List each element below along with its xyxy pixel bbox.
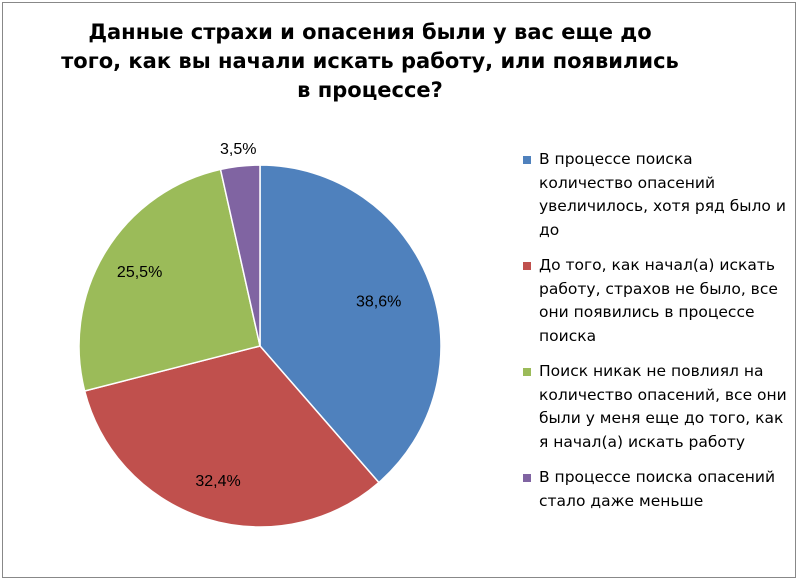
- pie-slice-3: [219, 164, 261, 347]
- pie-slice-1: [83, 345, 380, 528]
- legend-label: В процессе поиска опасений стало даже ме…: [539, 468, 776, 510]
- data-label-3: 3,5%: [220, 141, 256, 158]
- legend-swatch: [523, 368, 531, 376]
- legend-label: До того, как начал(а) искать работу, стр…: [539, 256, 778, 345]
- pie-slice-2: [78, 168, 261, 392]
- pie-slice-0: [259, 164, 442, 484]
- chart-title: Данные страхи и опасения были у вас еще …: [61, 20, 679, 102]
- legend-item-3: В процессе поиска опасений стало даже ме…: [523, 466, 788, 513]
- legend-label: Поиск никак не повлиял на количество опа…: [539, 362, 787, 451]
- legend-swatch: [523, 156, 531, 164]
- legend-item-1: До того, как начал(а) искать работу, стр…: [523, 254, 788, 348]
- data-label-2: 25,5%: [117, 264, 162, 281]
- legend-swatch: [523, 474, 531, 482]
- data-label-0: 38,6%: [356, 294, 401, 311]
- data-label-1: 32,4%: [195, 473, 240, 490]
- legend-swatch: [523, 262, 531, 270]
- legend-item-0: В процессе поиска количество опасений ув…: [523, 148, 788, 242]
- legend-item-2: Поиск никак не повлиял на количество опа…: [523, 360, 788, 454]
- legend: В процессе поиска количество опасений ув…: [523, 148, 788, 525]
- legend-label: В процессе поиска количество опасений ув…: [539, 150, 786, 239]
